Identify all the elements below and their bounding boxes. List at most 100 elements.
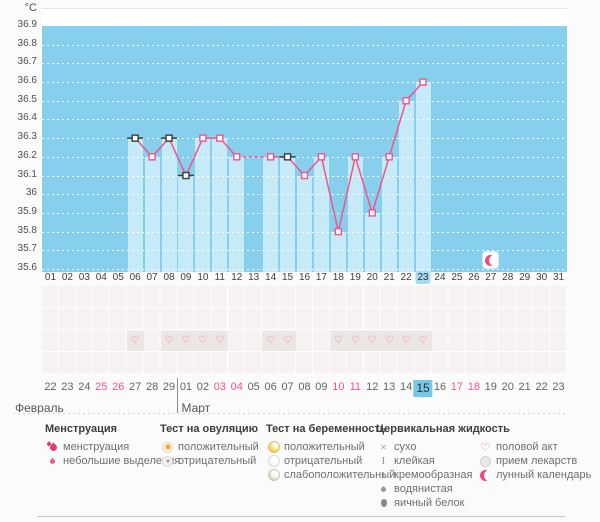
cycle-day-label[interactable]: 19 (349, 272, 361, 283)
cycle-day-label[interactable]: 22 (400, 272, 412, 283)
calendar-date[interactable]: 22 (535, 381, 548, 393)
intercourse-heart-cell[interactable] (346, 331, 364, 351)
calendar-date[interactable]: 26 (112, 381, 125, 393)
calendar-date[interactable]: 28 (145, 381, 159, 393)
cycle-day-label[interactable]: 20 (366, 272, 378, 283)
calendar-date[interactable]: 06 (264, 381, 277, 393)
intercourse-heart-cell[interactable] (126, 331, 144, 351)
plot-area[interactable] (42, 8, 567, 272)
cycle-day-label[interactable]: 11 (214, 272, 226, 283)
cycle-day-label[interactable]: 30 (536, 272, 548, 283)
cycle-day-label[interactable]: 18 (332, 272, 344, 283)
lunar-calendar-marker[interactable] (483, 252, 499, 268)
calendar-date[interactable]: 29 (162, 381, 176, 393)
intercourse-heart-cell[interactable] (363, 331, 381, 351)
calendar-date[interactable]: 16 (433, 381, 447, 393)
intercourse-heart-cell[interactable] (414, 331, 432, 351)
legend-item-label: половой акт (496, 441, 558, 453)
cycle-day-label[interactable]: 24 (434, 272, 446, 283)
calendar-date[interactable]: 23 (552, 381, 565, 393)
calendar-date[interactable]: 10 (332, 381, 345, 393)
calendar-date[interactable]: 02 (196, 381, 209, 393)
temperature-marker[interactable] (300, 171, 309, 180)
cycle-day-label[interactable]: 06 (129, 272, 141, 283)
cycle-day-label[interactable]: 01 (44, 272, 57, 283)
intercourse-heart-cell[interactable] (211, 331, 229, 351)
cycle-day-label[interactable]: 08 (163, 272, 175, 283)
pregnancy-positive-icon (266, 441, 281, 454)
cycle-day-label[interactable]: 27 (485, 272, 497, 283)
calendar-date[interactable]: 19 (484, 381, 497, 393)
temperature-marker[interactable] (233, 153, 241, 161)
cycle-day-label[interactable]: 16 (298, 272, 311, 283)
calendar-date[interactable]: 12 (366, 381, 379, 393)
cycle-day-label[interactable]: 10 (197, 272, 209, 283)
intercourse-heart-cell[interactable] (380, 331, 398, 351)
cycle-day-label[interactable]: 25 (451, 272, 463, 283)
temperature-segment (337, 156, 357, 232)
intercourse-heart-cell[interactable] (177, 331, 195, 351)
cycle-day-label[interactable]: 12 (231, 272, 243, 283)
calendar-date[interactable]: 13 (383, 381, 396, 393)
calendar-date[interactable]: 20 (501, 381, 514, 393)
calendar-date[interactable]: 18 (467, 381, 480, 393)
cycle-day-label[interactable]: 04 (95, 272, 107, 283)
calendar-date[interactable]: 24 (78, 381, 91, 393)
calendar-date[interactable]: 11 (349, 381, 362, 393)
cycle-day-label[interactable]: 07 (146, 272, 158, 283)
calendar-date[interactable]: 09 (315, 381, 328, 393)
intercourse-heart-cell[interactable] (279, 331, 297, 351)
today-date[interactable]: 15 (413, 380, 433, 398)
cycle-day-label[interactable]: 31 (552, 272, 565, 283)
cycle-day-label[interactable]: 21 (383, 272, 395, 283)
calendar-date[interactable]: 25 (95, 381, 108, 393)
temperature-marker[interactable] (131, 134, 139, 142)
cycle-day-label[interactable]: 09 (180, 272, 192, 283)
calendar-date[interactable]: 07 (281, 381, 294, 393)
calendar-date[interactable]: 27 (129, 381, 142, 393)
calendar-date[interactable]: 03 (213, 381, 226, 393)
temperature-marker[interactable] (317, 153, 326, 161)
cycle-day-label[interactable]: 05 (112, 272, 124, 283)
temperature-marker[interactable] (402, 97, 410, 105)
cycle-day-label[interactable]: 02 (61, 272, 73, 283)
calendar-date[interactable]: 21 (518, 381, 531, 393)
cycle-day-label[interactable]: 14 (265, 272, 277, 283)
temperature-marker[interactable] (419, 78, 427, 86)
cycle-day-label[interactable]: 29 (519, 272, 531, 283)
cycle-day-label[interactable]: 26 (468, 272, 480, 283)
temperature-column (229, 156, 245, 272)
intercourse-heart-cell[interactable] (397, 331, 415, 351)
cycle-day-label[interactable]: 28 (502, 272, 514, 283)
temperature-marker[interactable] (334, 227, 343, 236)
cycle-day-label[interactable]: 03 (78, 272, 90, 283)
calendar-date[interactable]: 05 (247, 381, 260, 393)
cycle-day-label[interactable]: 15 (282, 272, 294, 283)
temperature-marker[interactable] (368, 209, 376, 217)
calendar-date[interactable]: 04 (230, 381, 243, 393)
temperature-marker[interactable] (182, 171, 190, 180)
temperature-marker[interactable] (351, 153, 360, 161)
temperature-marker[interactable] (216, 134, 224, 142)
calendar-date[interactable]: 14 (399, 381, 413, 393)
calendar-date[interactable]: 01 (179, 381, 193, 393)
temperature-line-svg[interactable] (42, 9, 567, 272)
temperature-marker[interactable] (266, 153, 275, 161)
temperature-marker[interactable] (283, 153, 292, 161)
temperature-marker[interactable] (165, 134, 173, 142)
calendar-date[interactable]: 23 (61, 381, 74, 393)
cycle-day-label[interactable]: 17 (315, 272, 327, 283)
cycle-day-label[interactable]: 23 (415, 271, 431, 284)
intercourse-heart-cell[interactable] (160, 331, 178, 351)
intercourse-heart-cell[interactable] (262, 331, 280, 351)
calendar-date[interactable]: 08 (298, 381, 311, 393)
calendar-date[interactable]: 17 (450, 381, 464, 393)
temperature-marker[interactable] (148, 153, 156, 161)
symptom-grid[interactable] (42, 286, 567, 374)
intercourse-heart-cell[interactable] (194, 331, 212, 351)
temperature-marker[interactable] (385, 153, 393, 161)
calendar-date[interactable]: 22 (44, 381, 57, 393)
intercourse-heart-cell[interactable] (329, 331, 347, 351)
cycle-day-label[interactable]: 13 (248, 272, 260, 283)
temperature-marker[interactable] (199, 134, 207, 142)
